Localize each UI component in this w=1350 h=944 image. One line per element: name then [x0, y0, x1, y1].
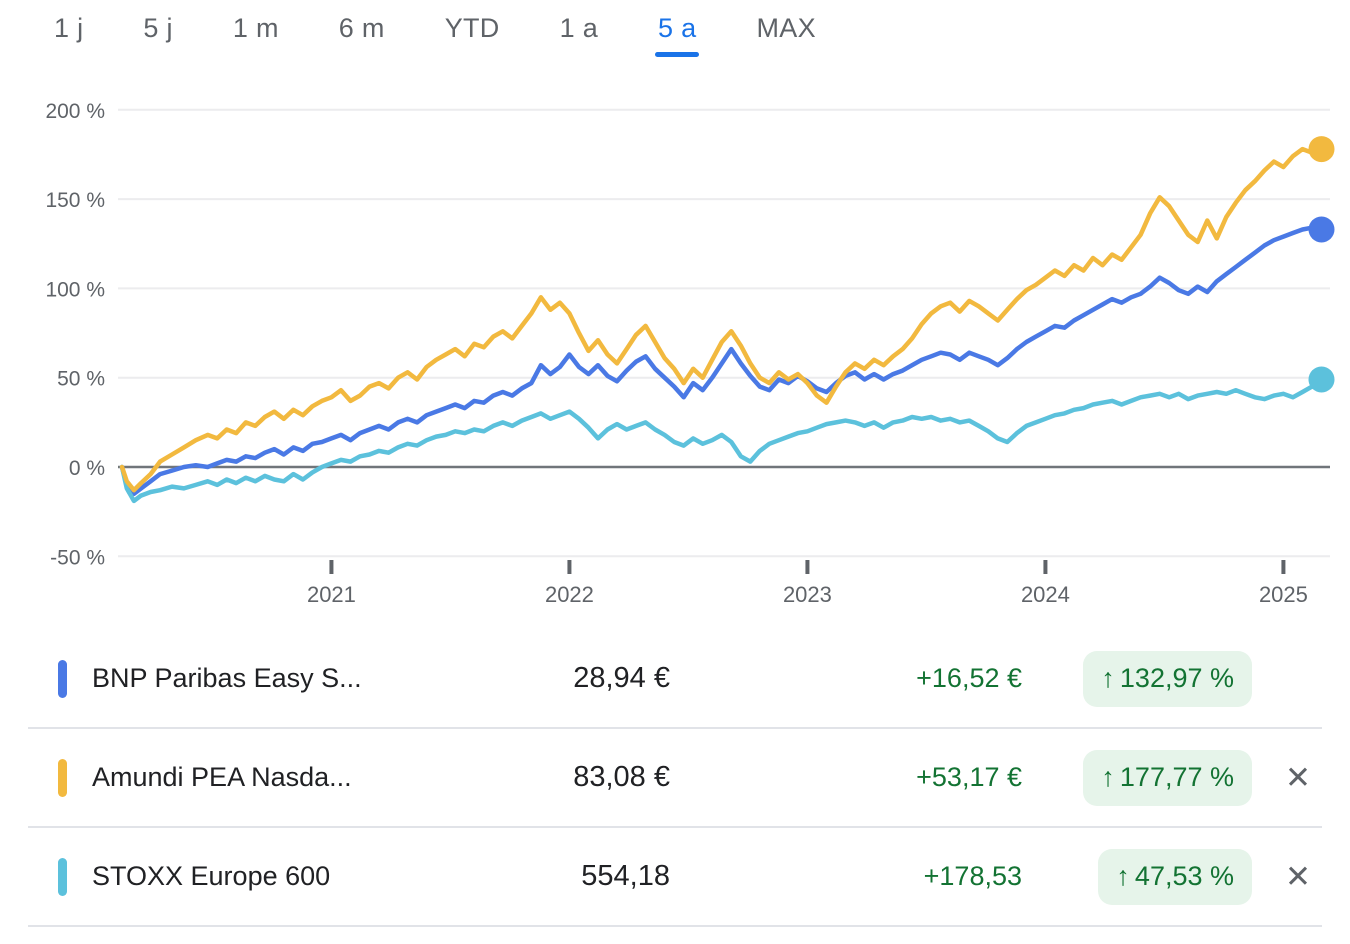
y-axis-label: -50 % [50, 546, 105, 569]
time-range-tabs: 1 j 5 j 1 m 6 m YTD 1 a 5 a MAX [0, 0, 1350, 62]
quote-name: BNP Paribas Easy S... [92, 663, 362, 693]
quote-change: +178,53 [923, 861, 1022, 891]
remove-series-button[interactable]: ✕ [1274, 754, 1322, 802]
x-axis-label: 2021 [307, 582, 356, 607]
x-axis-label: 2024 [1021, 582, 1070, 607]
tab-ytd[interactable]: YTD [444, 13, 500, 43]
series-endpoint-dot [1308, 366, 1335, 393]
y-axis-label: 150 % [45, 189, 105, 212]
percent-change-value: 47,53 % [1134, 861, 1234, 891]
x-axis-label: 2023 [783, 582, 832, 607]
tab-5a[interactable]: 5 a [654, 13, 700, 57]
x-axis-label: 2025 [1259, 582, 1308, 607]
quote-value: 83,08 € [573, 761, 670, 793]
y-axis-label: 200 % [45, 100, 105, 123]
tab-1j[interactable]: 1 j [54, 13, 84, 43]
tab-1a[interactable]: 1 a [559, 13, 599, 43]
quote-legend: BNP Paribas Easy S... 28,94 € +16,52 € ↑… [28, 630, 1322, 927]
comparison-line-chart[interactable]: 200 % 150 % 100 % 50 % 0 % -50 % 2021 2022 2023 2… [0, 62, 1350, 622]
quote-value: 28,94 € [573, 662, 670, 694]
series-line [119, 146, 1324, 493]
percent-change-badge: ↑ 177,77 % [1083, 749, 1252, 806]
quote-value: 554,18 [581, 860, 670, 892]
percent-change-badge: ↑ 132,97 % [1083, 650, 1252, 707]
series-endpoint-dot [1308, 136, 1335, 163]
quote-change: +16,52 € [916, 663, 1022, 693]
up-arrow-icon: ↑ [1101, 663, 1115, 693]
percent-change-value: 177,77 % [1119, 762, 1234, 792]
series-line [119, 225, 1324, 497]
series-color-marker [58, 758, 67, 797]
quote-name: Amundi PEA Nasda... [92, 762, 352, 792]
up-arrow-icon: ↑ [1101, 762, 1115, 792]
percent-change-badge: ↑ 47,53 % [1098, 848, 1252, 905]
y-axis-label: 0 % [69, 457, 105, 480]
quote-change: +53,17 € [916, 762, 1022, 792]
tab-max[interactable]: MAX [756, 13, 816, 43]
series-color-marker [58, 659, 67, 698]
quote-row[interactable]: BNP Paribas Easy S... 28,94 € +16,52 € ↑… [28, 630, 1322, 729]
series-line [119, 377, 1324, 504]
y-axis-label: 50 % [57, 368, 105, 391]
series-color-marker [58, 857, 67, 896]
quote-row[interactable]: STOXX Europe 600 554,18 +178,53 ↑ 47,53 %… [28, 828, 1322, 927]
quote-row[interactable]: Amundi PEA Nasda... 83,08 € +53,17 € ↑ 17… [28, 729, 1322, 828]
tab-1m[interactable]: 1 m [232, 13, 279, 43]
y-axis-label: 100 % [45, 278, 105, 301]
percent-change-value: 132,97 % [1119, 663, 1234, 693]
x-axis-label: 2022 [545, 582, 594, 607]
tab-6m[interactable]: 6 m [338, 13, 385, 43]
quote-name: STOXX Europe 600 [92, 861, 331, 891]
up-arrow-icon: ↑ [1116, 861, 1130, 891]
series-endpoint-dot [1308, 216, 1335, 243]
remove-series-button[interactable]: ✕ [1274, 853, 1322, 901]
tab-5j[interactable]: 5 j [143, 13, 173, 43]
